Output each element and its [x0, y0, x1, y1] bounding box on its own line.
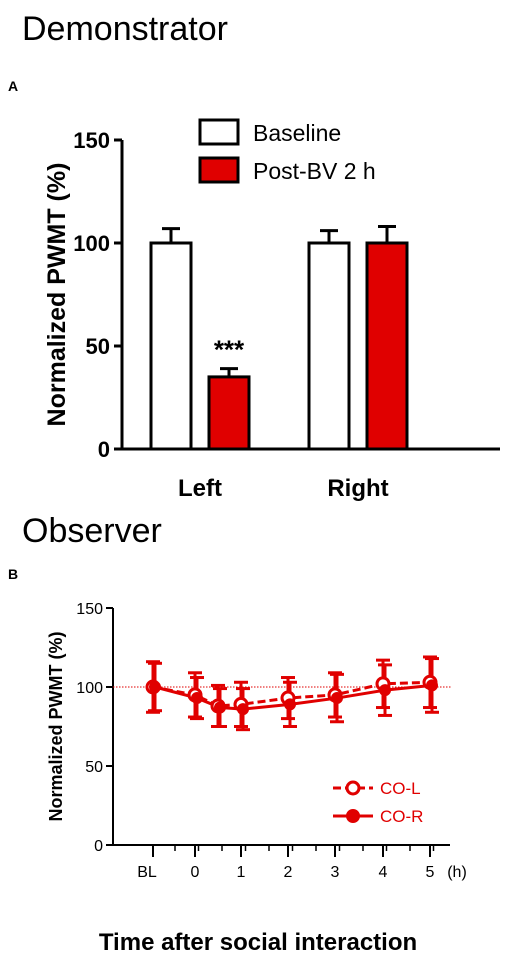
y-tick-label-b: 100 [76, 680, 103, 697]
point-co-r [331, 692, 343, 705]
legend-marker-b [345, 780, 361, 796]
legend-label-b: CO-L [380, 779, 421, 798]
section-title-observer: Observer [22, 512, 162, 550]
x-axis-label-b: Time after social interaction [99, 929, 417, 956]
y-axis-label-b: Normalized PWMT (%) [46, 631, 66, 821]
y-tick-label-a: 100 [73, 231, 110, 256]
bar-post-bv-left [207, 375, 251, 451]
point-co-r [214, 701, 226, 714]
y-tick-label-a: 150 [73, 128, 110, 153]
point-co-r [426, 679, 438, 692]
legend-swatch-a [198, 156, 240, 184]
x-tick-label-b: 1 [237, 864, 246, 881]
legend-swatch-a [198, 118, 240, 146]
point-co-r [284, 698, 296, 711]
legend-label-b: CO-R [380, 807, 423, 826]
point-co-r [237, 703, 249, 716]
y-tick-label-a: 0 [98, 437, 110, 462]
point-co-r [191, 692, 203, 705]
category-label-a: Left [178, 475, 222, 502]
legend-label-a: Post-BV 2 h [253, 158, 376, 184]
point-co-r [379, 684, 391, 697]
y-tick-label-a: 50 [86, 334, 110, 359]
y-axis-label-a: Normalized PWMT (%) [43, 163, 71, 427]
x-tick-label-b: 0 [191, 864, 200, 881]
bar-baseline-right [307, 241, 351, 451]
bar-post-bv-right [365, 241, 409, 451]
x-tick-label-b: BL [137, 864, 157, 881]
x-tick-label-b: 4 [379, 864, 388, 881]
panel-letter-a: A [8, 78, 19, 94]
x-unit-label-b: (h) [447, 864, 467, 881]
legend-marker-b [346, 809, 360, 823]
category-label-a: Right [327, 475, 388, 502]
x-tick-label-b: 3 [331, 864, 340, 881]
legend-label-a: Baseline [253, 120, 341, 146]
y-tick-label-b: 50 [85, 759, 103, 776]
section-title-demonstrator: Demonstrator [22, 10, 228, 48]
point-co-r [149, 681, 161, 693]
y-tick-label-b: 150 [76, 601, 103, 618]
panel-letter-b: B [8, 566, 19, 582]
series-line-co-l [152, 680, 431, 708]
significance-label-a: *** [214, 335, 245, 365]
bar-baseline-left [149, 241, 193, 451]
x-tick-label-b: 2 [284, 864, 293, 881]
x-tick-label-b: 5 [426, 864, 435, 881]
y-tick-label-b: 0 [94, 838, 103, 855]
